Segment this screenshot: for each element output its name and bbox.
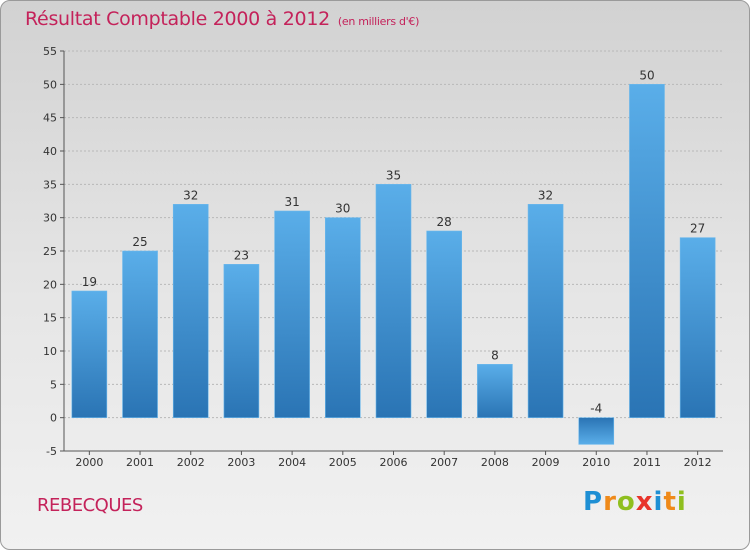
y-tick-label: 45 xyxy=(43,112,57,125)
value-label-2009: 32 xyxy=(538,188,553,202)
y-tick-label: 35 xyxy=(43,178,57,191)
bar-2008 xyxy=(477,364,513,418)
x-tick-label-2007: 2007 xyxy=(430,456,458,469)
y-tick-label: 40 xyxy=(43,145,57,158)
logo-letter: o xyxy=(616,487,636,517)
x-tick-label-2009: 2009 xyxy=(532,456,560,469)
value-label-2007: 28 xyxy=(437,215,452,229)
logo-letter: i xyxy=(676,487,687,517)
bar-2012 xyxy=(679,237,716,418)
x-tick-label-2006: 2006 xyxy=(380,456,408,469)
x-tick-label-2005: 2005 xyxy=(329,456,357,469)
chart-subtitle: (en milliers d'€) xyxy=(337,15,420,28)
axis-layer: -5 0 5 10 15 20 25 30 35 40 45 50 55 2000 2001 2002 2003… xyxy=(43,45,723,469)
y-tick-label: 25 xyxy=(43,245,57,258)
value-label-2004: 31 xyxy=(284,195,299,209)
chart-title: Résultat Comptable 2000 à 2012 (en millie… xyxy=(25,8,419,30)
bar-2009 xyxy=(527,204,564,418)
value-label-2003: 23 xyxy=(234,248,249,262)
y-tick-label: -5 xyxy=(46,445,57,458)
logo-letter: P xyxy=(583,487,604,517)
y-tick-label: 50 xyxy=(43,78,57,91)
y-tick-label: 20 xyxy=(43,278,57,291)
bar-2004 xyxy=(274,210,310,418)
value-label-2006: 35 xyxy=(386,168,401,182)
y-tick-label: 0 xyxy=(50,412,57,425)
bar-2001 xyxy=(122,250,158,418)
y-tick-label: 5 xyxy=(50,378,57,391)
x-tick-label-2012: 2012 xyxy=(684,456,712,469)
x-tick-label-2011: 2011 xyxy=(633,456,661,469)
commune-name: REBECQUES xyxy=(37,495,143,516)
value-label-2011: 50 xyxy=(639,68,654,82)
x-tick-label-2008: 2008 xyxy=(481,456,509,469)
y-tick-label: 30 xyxy=(43,212,57,225)
logo-letter: t xyxy=(663,487,677,517)
value-label-2012: 27 xyxy=(690,222,705,236)
value-label-2010: -4 xyxy=(590,402,602,416)
x-tick-label-2002: 2002 xyxy=(177,456,205,469)
value-label-2000: 19 xyxy=(82,275,97,289)
chart-title-text: Résultat Comptable 2000 à 2012 xyxy=(25,8,330,30)
logo-letter: i xyxy=(653,487,664,517)
bar-2007 xyxy=(426,230,462,418)
bar-2005 xyxy=(325,217,361,418)
value-label-2008: 8 xyxy=(491,348,499,362)
bar-2003 xyxy=(223,264,260,418)
x-tick-label-2000: 2000 xyxy=(75,456,103,469)
value-label-2002: 32 xyxy=(183,188,198,202)
value-label-2005: 30 xyxy=(335,202,350,216)
logo-letter: r xyxy=(603,487,617,517)
bar-2011 xyxy=(629,84,665,418)
bar-2010 xyxy=(578,417,615,445)
x-tick-label-2010: 2010 xyxy=(582,456,610,469)
x-tick-label-2004: 2004 xyxy=(278,456,306,469)
y-tick-label: 10 xyxy=(43,345,57,358)
logo-letter: x xyxy=(635,487,654,517)
bar-layer xyxy=(71,84,716,445)
x-tick-label-2003: 2003 xyxy=(227,456,255,469)
bar-2000 xyxy=(71,290,108,418)
value-label-2001: 25 xyxy=(132,235,147,249)
proxiti-logo: Proxiti xyxy=(583,487,687,517)
x-tick-label-2001: 2001 xyxy=(126,456,154,469)
y-tick-label: 55 xyxy=(43,45,57,58)
y-tick-label: 15 xyxy=(43,312,57,325)
label-layer: 19 25 32 23 31 30 35 28 8 32 -4 50 27 xyxy=(82,68,706,415)
bar-2002 xyxy=(172,204,209,418)
bar-2006 xyxy=(375,184,412,418)
